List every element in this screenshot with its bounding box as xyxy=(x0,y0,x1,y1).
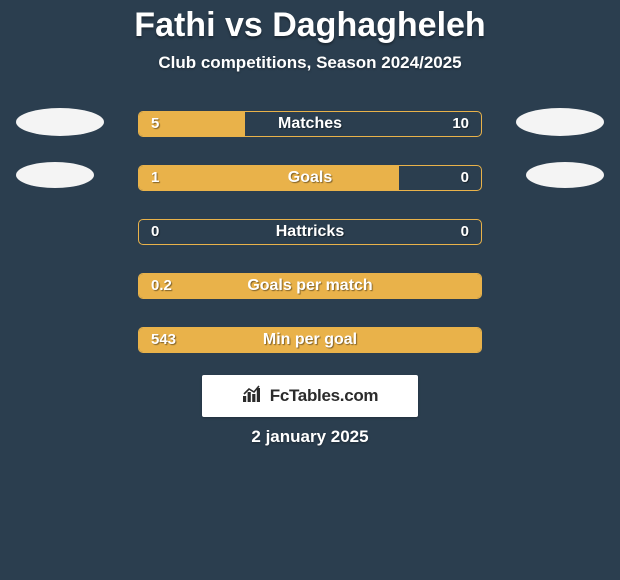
stat-bar-track: 510Matches xyxy=(138,111,482,137)
stat-row: 10Goals xyxy=(0,159,620,205)
stat-label: Goals per match xyxy=(139,274,481,298)
player-badge-right xyxy=(526,162,604,188)
brand-box: FcTables.com xyxy=(202,375,418,417)
stat-bar-track: 0.2Goals per match xyxy=(138,273,482,299)
stat-bars: 510Matches 10Goals 00Hattricks 0.2Goals per… xyxy=(0,105,620,367)
stat-row: 510Matches xyxy=(0,105,620,151)
footer-date: 2 january 2025 xyxy=(0,427,620,447)
bar-chart-icon xyxy=(242,385,264,408)
stat-row: 00Hattricks xyxy=(0,213,620,259)
stat-bar-track: 543Min per goal xyxy=(138,327,482,353)
stat-row: 543Min per goal xyxy=(0,321,620,367)
stat-label: Hattricks xyxy=(139,220,481,244)
player-badge-right xyxy=(516,108,604,136)
stat-bar-track: 10Goals xyxy=(138,165,482,191)
stat-row: 0.2Goals per match xyxy=(0,267,620,313)
brand-text: FcTables.com xyxy=(270,386,379,406)
player-badge-left xyxy=(16,108,104,136)
player-badge-left xyxy=(16,162,94,188)
stat-label: Matches xyxy=(139,112,481,136)
stat-label: Goals xyxy=(139,166,481,190)
page-title: Fathi vs Daghagheleh xyxy=(0,6,620,45)
page-subtitle: Club competitions, Season 2024/2025 xyxy=(0,53,620,73)
stat-bar-track: 00Hattricks xyxy=(138,219,482,245)
comparison-infographic: Fathi vs Daghagheleh Club competitions, … xyxy=(0,0,620,580)
stat-label: Min per goal xyxy=(139,328,481,352)
